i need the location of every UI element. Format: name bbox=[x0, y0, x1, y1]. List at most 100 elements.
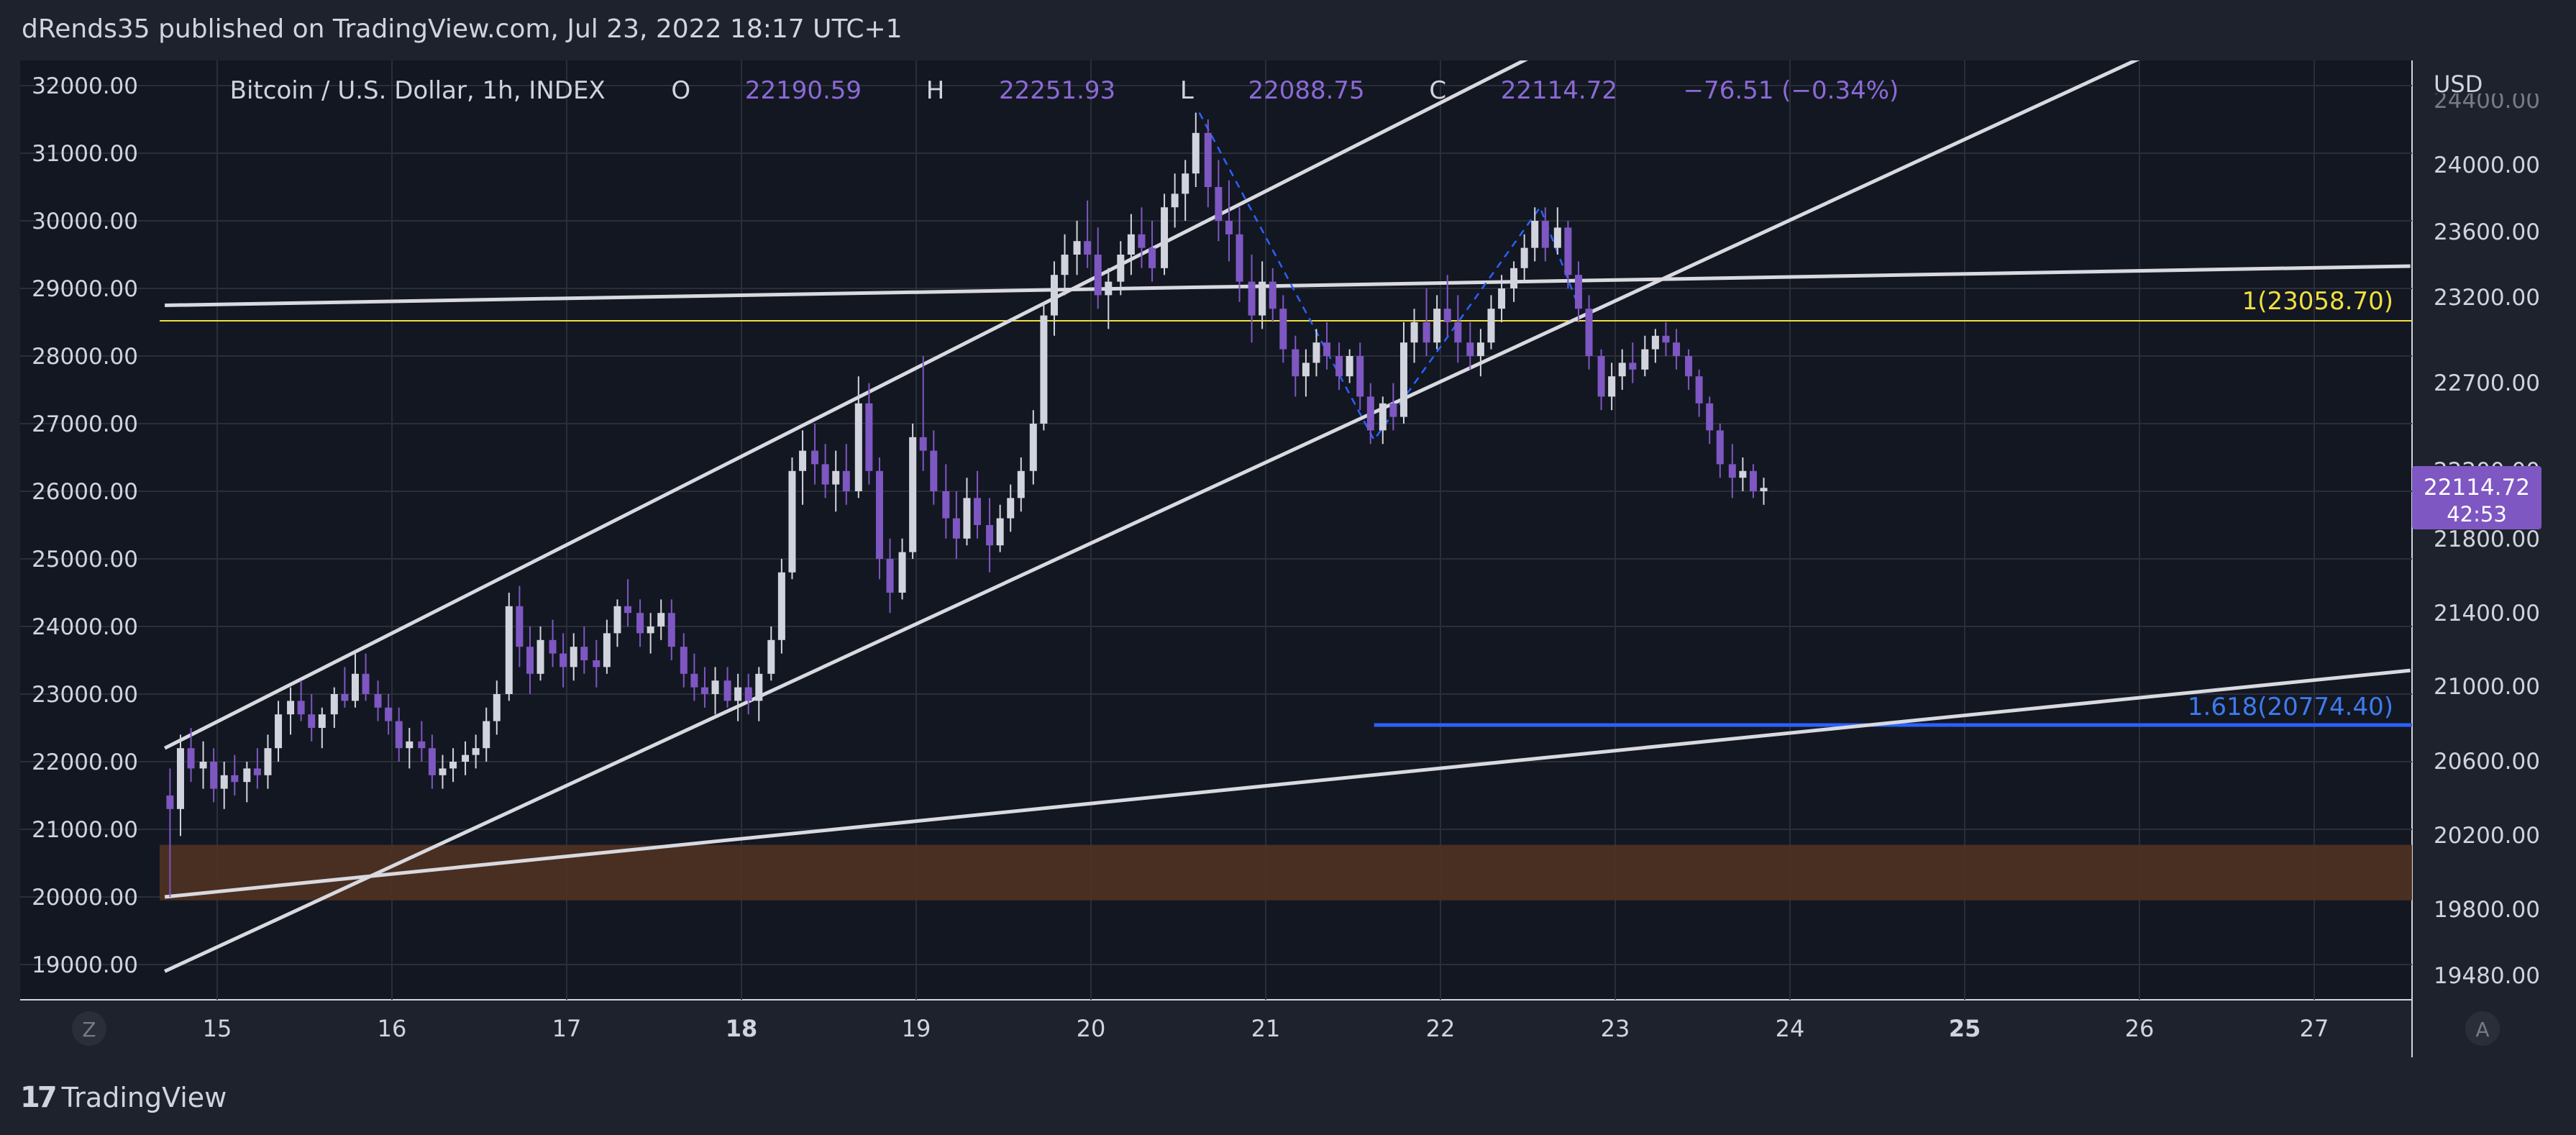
candle-body bbox=[613, 606, 621, 634]
currency-label: USD bbox=[2434, 70, 2483, 98]
candle-body bbox=[1641, 349, 1649, 370]
wave-projection-path bbox=[1198, 112, 1578, 442]
candle-body bbox=[1716, 430, 1724, 465]
candle-body bbox=[516, 606, 524, 647]
candle-down bbox=[821, 444, 829, 498]
x-axis-background[interactable] bbox=[20, 1000, 2412, 1057]
candle-body bbox=[593, 660, 600, 667]
last-price-tag: 22114.72 42:53 bbox=[2412, 466, 2541, 529]
candle-down bbox=[919, 356, 927, 471]
right-axis-tick: 22700.00 bbox=[2434, 370, 2540, 396]
candle-body bbox=[187, 748, 195, 769]
candle-down bbox=[297, 680, 305, 721]
auto-scale-button[interactable]: A bbox=[2465, 1011, 2500, 1046]
left-axis-tick: 26000.00 bbox=[32, 479, 138, 505]
candle-up bbox=[449, 748, 457, 783]
candle-body bbox=[734, 687, 742, 701]
candle-body bbox=[636, 613, 644, 634]
candle-body bbox=[253, 768, 261, 775]
trendline-long-support bbox=[164, 668, 2411, 899]
right-axis-tick: 20600.00 bbox=[2434, 749, 2540, 775]
candle-body bbox=[723, 680, 731, 701]
candle-body bbox=[1127, 234, 1135, 255]
candle-body bbox=[1017, 470, 1025, 498]
open-label: O bbox=[671, 76, 690, 105]
candle-body bbox=[385, 707, 393, 721]
candle-body bbox=[1061, 255, 1069, 275]
candle-body bbox=[1399, 342, 1407, 417]
candle-up bbox=[854, 376, 862, 498]
candle-body bbox=[986, 525, 994, 546]
candle-body bbox=[919, 437, 927, 451]
candle-body bbox=[788, 470, 796, 573]
time-axis-tick: 24 bbox=[1776, 1015, 1805, 1042]
candle-down bbox=[1236, 207, 1243, 302]
candle-body bbox=[1651, 335, 1659, 350]
close-label: C bbox=[1429, 76, 1446, 105]
candle-body bbox=[690, 673, 698, 688]
candle-down bbox=[842, 444, 850, 505]
time-axis[interactable]: 15 16 17 18 19 20 21 22 23 24 25 26 27 bbox=[203, 1015, 2329, 1042]
candles-layer bbox=[166, 112, 1768, 897]
candle-body bbox=[1487, 309, 1495, 343]
candle-body bbox=[1215, 187, 1223, 221]
candle-down bbox=[1323, 322, 1331, 370]
candle-down bbox=[559, 633, 567, 688]
support-zone bbox=[160, 844, 2412, 901]
candle-down bbox=[1225, 180, 1233, 262]
candle-up bbox=[647, 613, 654, 654]
candle-up bbox=[1302, 349, 1310, 397]
candle-down bbox=[549, 619, 557, 667]
candle-body bbox=[1073, 241, 1081, 255]
support-zone-layer bbox=[160, 844, 2412, 901]
candle-up bbox=[505, 593, 513, 701]
candle-down bbox=[362, 653, 370, 701]
candle-body bbox=[1662, 335, 1670, 343]
candle-down bbox=[593, 639, 600, 688]
time-axis-tick: 21 bbox=[1251, 1015, 1281, 1042]
trendline-channel-upper bbox=[163, 60, 1528, 750]
low-value: 22088.75 bbox=[1248, 76, 1364, 105]
candle-up bbox=[264, 734, 272, 789]
candle-up bbox=[220, 762, 228, 809]
candle-body bbox=[220, 775, 228, 789]
candle-body bbox=[341, 694, 349, 701]
candle-up bbox=[1410, 309, 1418, 363]
candle-body bbox=[1574, 275, 1582, 309]
candle-down bbox=[986, 498, 994, 573]
candle-down bbox=[526, 626, 534, 694]
candle-up bbox=[1192, 112, 1200, 187]
candle-up bbox=[1171, 173, 1179, 228]
left-axis-tick: 21000.00 bbox=[32, 817, 138, 843]
candle-down bbox=[1279, 295, 1287, 363]
candle-up bbox=[243, 762, 251, 803]
candle-body bbox=[1148, 247, 1156, 268]
candle-body bbox=[297, 701, 305, 715]
candle-up bbox=[1531, 207, 1539, 262]
candle-body bbox=[1302, 363, 1310, 377]
left-axis-tick: 30000.00 bbox=[32, 209, 138, 234]
publish-header: dRends35 published on TradingView.com, J… bbox=[0, 0, 2576, 60]
candle-body bbox=[318, 714, 326, 728]
candle-down bbox=[974, 470, 982, 539]
candle-down bbox=[811, 424, 819, 485]
low-label: L bbox=[1180, 76, 1194, 105]
candle-down bbox=[865, 383, 873, 485]
candle-up bbox=[472, 734, 480, 769]
left-price-axis[interactable]: 32000.00 31000.00 30000.00 29000.00 28000.00… bbox=[32, 73, 138, 978]
candle-body bbox=[744, 687, 752, 701]
candle-body bbox=[210, 762, 218, 789]
candle-body bbox=[395, 721, 403, 749]
candle-body bbox=[1749, 470, 1757, 491]
candle-down bbox=[1148, 221, 1156, 282]
candle-body bbox=[1379, 403, 1387, 431]
candle-down bbox=[700, 667, 708, 708]
time-axis-tick: 27 bbox=[2300, 1015, 2329, 1042]
candle-up bbox=[275, 701, 283, 762]
candle-body bbox=[930, 450, 938, 491]
candle-body bbox=[1531, 221, 1539, 248]
publisher-text: dRends35 published on TradingView.com, J… bbox=[22, 14, 903, 44]
timezone-button[interactable]: Z bbox=[72, 1011, 106, 1046]
left-axis-tick: 22000.00 bbox=[32, 749, 138, 775]
